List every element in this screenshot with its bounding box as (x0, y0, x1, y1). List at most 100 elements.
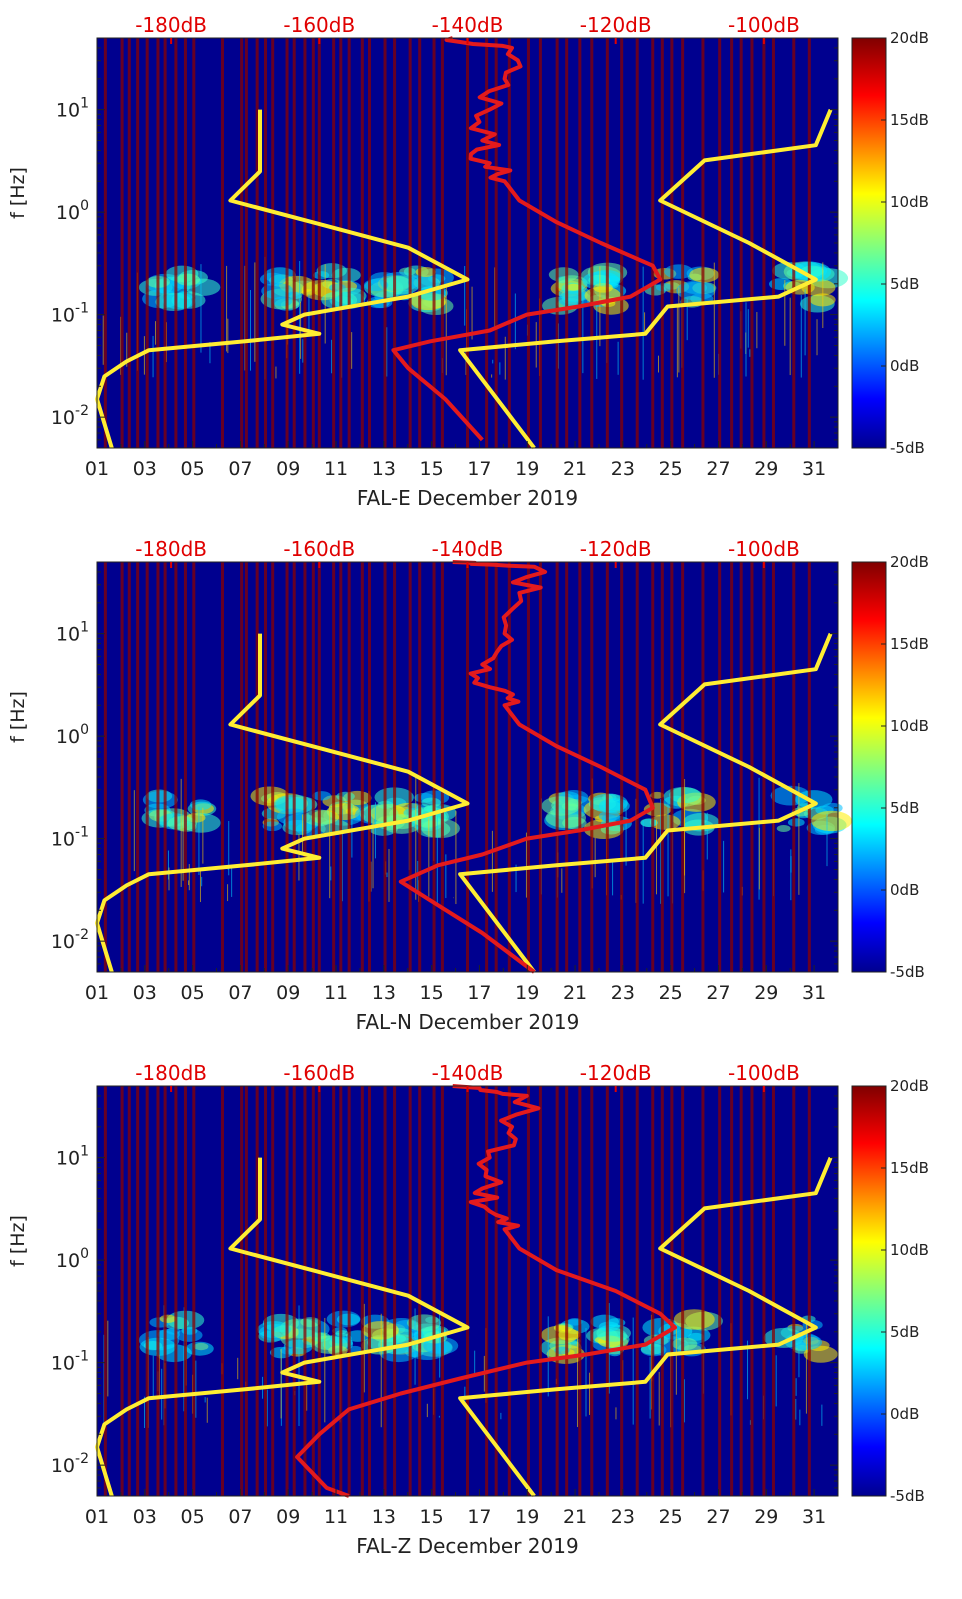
event-band (127, 1086, 131, 1496)
event-band (240, 1086, 244, 1496)
event-band (311, 562, 315, 972)
event-band (174, 562, 178, 972)
nlnm-curve (95, 1157, 470, 1497)
colorbar-label: -5dB (890, 963, 925, 981)
event-band (620, 38, 624, 448)
event-band (762, 562, 766, 972)
event-band (651, 1086, 655, 1496)
colorbar: 20dB 15dB 10dB 5dB 0dB -5dB (851, 29, 929, 457)
event-band (701, 38, 705, 448)
event-band (651, 562, 655, 972)
event-band (494, 38, 498, 448)
event-band (681, 562, 685, 972)
event-band (332, 562, 336, 972)
x-tick-label: 21 (563, 1506, 587, 1528)
event-band (240, 562, 244, 972)
x-tick-label: 01 (85, 458, 109, 480)
energy-blob (787, 818, 805, 827)
event-band (538, 38, 542, 448)
event-band (670, 562, 674, 972)
event-band (360, 562, 364, 972)
event-band (701, 562, 705, 972)
x-axis-label: FAL-N December 2019 (356, 1010, 580, 1034)
event-band (635, 38, 639, 448)
panel-fal-n: 10-2 10-1 100 101 01 03 05 07 09 11 13 15 17 19 21 23 25… (7, 537, 929, 1034)
event-band (163, 38, 167, 448)
x-tick-label: 29 (754, 458, 778, 480)
event-band (317, 562, 321, 972)
top-db-label: -100dB (728, 13, 800, 37)
event-band (408, 562, 412, 972)
colorbar: 20dB 15dB 10dB 5dB 0dB -5dB (851, 1077, 929, 1505)
event-band (807, 562, 811, 972)
event-band (255, 1086, 259, 1496)
event-band (264, 562, 268, 972)
x-tick-label: 23 (611, 982, 635, 1004)
top-db-label: -140dB (432, 1061, 504, 1085)
event-band (332, 1086, 336, 1496)
energy-blob (336, 791, 355, 802)
x-tick-label: 07 (228, 982, 252, 1004)
panel-fal-z: 10-2 10-1 100 101 01 03 05 07 09 11 13 15 17 19 21 23 25… (7, 1061, 929, 1558)
x-tick-label: 27 (706, 458, 730, 480)
x-tick-label: 11 (324, 1506, 348, 1528)
event-band (339, 562, 343, 972)
event-band (681, 1086, 685, 1496)
event-band (303, 562, 307, 972)
event-band (555, 38, 559, 448)
x-tick-label: 13 (372, 982, 396, 1004)
event-band (367, 1086, 371, 1496)
x-axis-label: FAL-Z December 2019 (356, 1534, 578, 1558)
event-band (739, 38, 743, 448)
event-band (507, 38, 511, 448)
psd-curve (295, 1084, 677, 1498)
colorbar-label: -5dB (890, 439, 925, 457)
event-band (526, 562, 530, 972)
event-bands (103, 1086, 811, 1496)
x-tick-label: 13 (372, 458, 396, 480)
event-band (347, 1086, 351, 1496)
event-band (771, 562, 775, 972)
event-band (192, 38, 196, 448)
event-band (620, 1086, 624, 1496)
event-band (605, 1086, 609, 1496)
y-tick-label: 10-1 (51, 1349, 89, 1375)
event-band (220, 1086, 224, 1496)
x-tick-label: 25 (659, 458, 683, 480)
event-band (145, 38, 149, 448)
x-tick-label: 17 (467, 1506, 491, 1528)
x-tick-label: 25 (659, 1506, 683, 1528)
x-tick-label: 27 (706, 982, 730, 1004)
event-band (466, 38, 469, 448)
colorbar-gradient (851, 1085, 887, 1497)
event-band (183, 1086, 187, 1496)
event-band (578, 1086, 582, 1496)
event-band (670, 38, 674, 448)
event-band (660, 1086, 664, 1496)
event-band (303, 38, 307, 448)
event-band (145, 562, 149, 972)
colorbar-label: 0dB (890, 357, 919, 375)
x-tick-label: 13 (372, 1506, 396, 1528)
event-band (555, 1086, 559, 1496)
energy-blob (142, 791, 178, 809)
x-tick-label: 15 (420, 1506, 444, 1528)
top-db-label: -140dB (432, 537, 504, 561)
event-band (418, 1086, 422, 1496)
event-band (292, 562, 296, 972)
event-band (174, 38, 178, 448)
event-band (578, 562, 582, 972)
x-tick-label: 27 (706, 1506, 730, 1528)
x-tick-label: 31 (802, 1506, 826, 1528)
event-band (347, 38, 351, 448)
colorbar-label: 10dB (890, 1241, 929, 1259)
event-band (271, 562, 275, 972)
event-band (120, 38, 124, 448)
colorbar-label: 15dB (890, 1159, 929, 1177)
event-band (332, 38, 336, 448)
colorbar-label: 20dB (890, 553, 929, 571)
event-band (244, 562, 248, 972)
colorbar-label: 0dB (890, 881, 919, 899)
event-band (605, 38, 609, 448)
event-band (163, 562, 167, 972)
